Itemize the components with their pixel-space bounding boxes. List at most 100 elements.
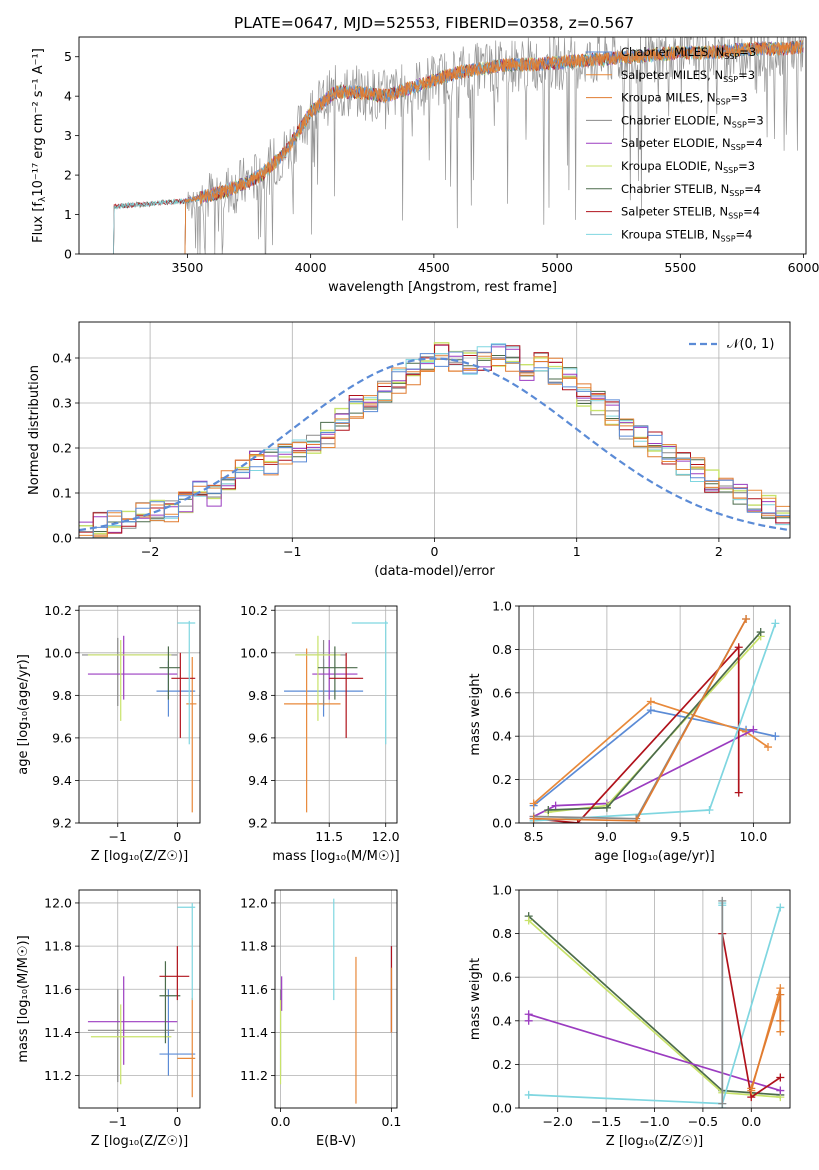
y-tick-label: 11.6 <box>240 982 268 997</box>
x-tick-label: 0.1 <box>382 1114 402 1129</box>
series-marker <box>776 903 785 912</box>
massweight_vs_Z-panel: −2.0 −1.5 −1.0 −0.5 0.0 0.0 0.2 0.4 0.6 0.8 1.0 Z [… <box>468 883 791 1149</box>
y-tick-label: 0.2 <box>492 1057 512 1072</box>
x-axis-label: (data-model)/error <box>374 564 495 579</box>
x-axis-label: Z [log₁₀(Z/Z☉)] <box>91 849 188 864</box>
legend-sub: SSP <box>723 166 738 175</box>
legend-tail: =3 <box>747 113 764 127</box>
legend-tail: =4 <box>736 227 753 241</box>
series-marker <box>734 788 743 797</box>
x-axis-label: wavelength [Angstrom, rest frame] <box>328 280 557 295</box>
legend-sub: SSP <box>728 212 743 221</box>
y-tick-label: 1.0 <box>492 599 512 614</box>
x-tick-label: −1.0 <box>639 1114 669 1129</box>
legend-label: Kroupa STELIB, NSSP=4 <box>621 227 752 243</box>
axes-frame <box>518 605 791 824</box>
x-tick-label: 4000 <box>295 260 327 275</box>
error-bars <box>284 620 388 813</box>
y-tick-label: 11.2 <box>44 1068 72 1083</box>
y-tick-label: 0.1 <box>52 486 72 501</box>
legend-label: Salpeter MILES, NSSP=3 <box>621 68 755 84</box>
legend-sub: SSP <box>723 75 738 84</box>
y-tick-label: 9.4 <box>248 773 268 788</box>
y-tick-label: 5 <box>64 49 72 64</box>
legend-label: Chabrier ELODIE, NSSP=3 <box>621 113 764 129</box>
y-axis-label: mass weight <box>468 958 483 1040</box>
y-axis-label: Normed distribution <box>27 365 42 495</box>
y-tick-label: 11.8 <box>240 939 268 954</box>
legend-tail: =3 <box>738 159 755 173</box>
y-tick-label: 1.0 <box>492 883 512 898</box>
legend-sub: SSP <box>724 52 739 61</box>
y-tick-label: 12.0 <box>240 895 268 910</box>
series-marker <box>718 896 727 905</box>
y-tick-label: 0.4 <box>492 729 512 744</box>
series-marker <box>747 1084 756 1093</box>
series-marker <box>524 1090 533 1099</box>
residuals-panel: −2 −1 0 1 2 0.0 0.1 0.2 0.3 0.4 (data-model)/error… <box>27 321 791 579</box>
legend: Chabrier MILES, NSSP=3 Salpeter MILES, NS… <box>586 45 764 243</box>
series-marker <box>705 805 714 814</box>
series-marker <box>776 1027 785 1036</box>
x-tick-label: −1 <box>109 1114 127 1129</box>
age_vs_Z-panel: −1 0 9.2 9.4 9.6 9.8 10.0 10.2 Z [log₁₀(Z/Z☉)] ag… <box>16 603 201 864</box>
legend-label: Chabrier MILES, NSSP=3 <box>621 45 756 61</box>
legend-sub: SSP <box>716 98 731 107</box>
x-tick-label: −1 <box>109 829 127 844</box>
massweight_vs_age-panel: 8.5 9.0 9.5 10.0 0.0 0.2 0.4 0.6 0.8 1.0 age [log₁… <box>468 599 791 864</box>
series-marker <box>771 619 780 628</box>
legend-tail: =3 <box>738 68 755 82</box>
x-tick-label: −2 <box>141 544 159 559</box>
x-tick-label: 0 <box>431 544 439 559</box>
legend-tail: =3 <box>731 91 748 105</box>
y-tick-label: 9.2 <box>52 816 72 831</box>
x-tick-label: 5500 <box>664 260 696 275</box>
x-tick-label: 0.0 <box>741 1114 761 1129</box>
legend-label: Kroupa ELODIE, NSSP=3 <box>621 159 755 175</box>
y-tick-label: 0.2 <box>492 772 512 787</box>
x-axis-label: mass [log₁₀(M/M☉)] <box>272 849 399 864</box>
y-tick-label: 10.0 <box>44 645 72 660</box>
series-marker <box>776 1016 785 1025</box>
y-tick-label: 10.2 <box>44 603 72 618</box>
legend-label: Salpeter STELIB, NSSP=4 <box>621 205 760 221</box>
x-tick-label: 0 <box>173 829 181 844</box>
legend-sub: SSP <box>729 189 744 198</box>
x-tick-label: 4500 <box>418 260 450 275</box>
spectrum-lines <box>113 37 804 254</box>
error-bars <box>87 902 196 1098</box>
series-marker <box>776 1073 785 1082</box>
mass_vs_Z-panel: −1 0 11.2 11.4 11.6 11.8 12.0 Z [log₁₀(Z/Z☉)] ma… <box>16 889 201 1149</box>
y-tick-label: 0.4 <box>492 1013 512 1028</box>
series-marker <box>602 803 611 812</box>
y-axis-label: mass weight <box>468 673 483 755</box>
y-tick-label: 0.0 <box>52 531 72 546</box>
normal-curve <box>79 357 790 532</box>
histogram-series <box>79 344 790 534</box>
series-marker <box>756 628 765 637</box>
x-tick-label: 9.0 <box>597 829 617 844</box>
series-marker <box>529 799 538 808</box>
axes-frame <box>78 321 791 539</box>
y-tick-label: 0.2 <box>52 441 72 456</box>
series-lines <box>524 896 785 1108</box>
legend-sub: SSP <box>731 143 746 152</box>
series-marker <box>529 814 538 823</box>
spectrum-series <box>184 40 804 254</box>
y-tick-label: 11.8 <box>44 939 72 954</box>
y-tick-label: 2 <box>64 168 72 183</box>
series-marker <box>646 697 655 706</box>
series-marker <box>776 990 785 999</box>
x-axis-label: E(B-V) <box>316 1134 356 1149</box>
y-axis-label: Flux [fλ10⁻¹⁷ erg cm⁻² s⁻¹ A⁻¹] <box>31 48 48 243</box>
x-tick-label: 0 <box>173 1114 181 1129</box>
y-tick-label: 9.6 <box>248 730 268 745</box>
spectrum-panel: 3500 4000 4500 5000 5500 6000 0 1 2 3 4 5 wavelength… <box>31 36 819 295</box>
legend-sub: SSP <box>732 120 747 129</box>
x-tick-label: 2 <box>715 544 723 559</box>
series-marker <box>718 1099 727 1108</box>
series-line <box>750 994 782 1089</box>
x-tick-label: 0.0 <box>271 1114 291 1129</box>
axes-frame <box>78 605 201 824</box>
